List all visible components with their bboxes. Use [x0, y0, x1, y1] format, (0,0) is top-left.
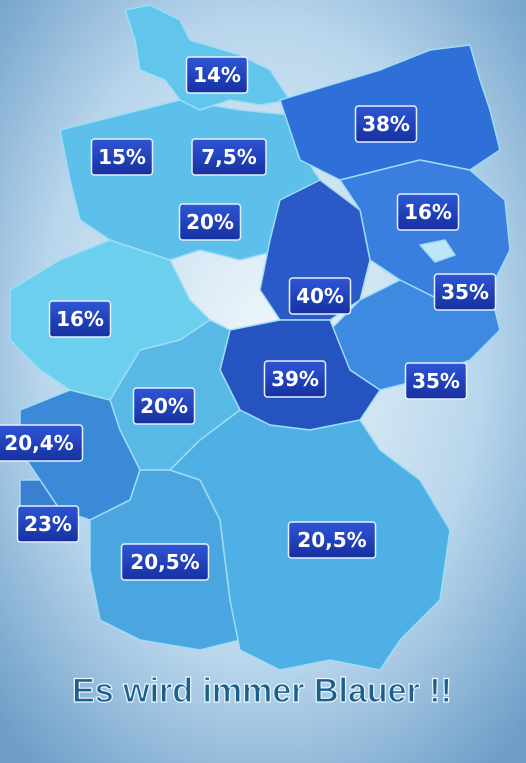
- label-box: [120, 543, 210, 581]
- label-text: 7,5%: [201, 145, 256, 169]
- label-box: [263, 360, 327, 398]
- label-box: [185, 56, 249, 94]
- label-text: 20,5%: [130, 550, 199, 574]
- region-label: 20,5%: [287, 521, 377, 559]
- label-layer: 14% 15% 7,5% 38% 20% 16% 35% 40% 16% 39% 35% 20% 20,…: [0, 56, 497, 581]
- label-text: 14%: [193, 63, 241, 87]
- label-box: [191, 138, 267, 176]
- region-label: 16%: [48, 300, 112, 338]
- label-box: [178, 203, 242, 241]
- label-box: [396, 193, 460, 231]
- region-label: 35%: [433, 273, 497, 311]
- label-text: 40%: [296, 284, 344, 308]
- label-box: [132, 387, 196, 425]
- region-label: 7,5%: [191, 138, 267, 176]
- region-label: 20%: [178, 203, 242, 241]
- label-text: 35%: [412, 369, 460, 393]
- label-text: 38%: [362, 112, 410, 136]
- label-box: [288, 277, 352, 315]
- region-label: 16%: [396, 193, 460, 231]
- label-box: [0, 424, 84, 462]
- region-label: 14%: [185, 56, 249, 94]
- label-box: [354, 105, 418, 143]
- region-label: 20%: [132, 387, 196, 425]
- label-text: 16%: [56, 307, 104, 331]
- label-box: [287, 521, 377, 559]
- label-text: 39%: [271, 367, 319, 391]
- label-text: 20%: [140, 394, 188, 418]
- region-label: 39%: [263, 360, 327, 398]
- label-text: 20,4%: [4, 431, 73, 455]
- state-shape: [419, 239, 456, 263]
- region-label: 20,5%: [120, 543, 210, 581]
- label-box: [404, 362, 468, 400]
- label-box: [16, 505, 80, 543]
- label-text: 15%: [98, 145, 146, 169]
- label-box: [48, 300, 112, 338]
- region-label: 38%: [354, 105, 418, 143]
- region-label: 20,4%: [0, 424, 84, 462]
- label-text: 35%: [441, 280, 489, 304]
- label-box: [90, 138, 154, 176]
- label-box: [433, 273, 497, 311]
- region-label: 40%: [288, 277, 352, 315]
- region-label: 23%: [16, 505, 80, 543]
- title: Es wird immer Blauer !!: [72, 672, 452, 710]
- label-text: 20,5%: [297, 528, 366, 552]
- label-text: 23%: [24, 512, 72, 536]
- region-label: 15%: [90, 138, 154, 176]
- label-text: 20%: [186, 210, 234, 234]
- region-label: 35%: [404, 362, 468, 400]
- label-text: 16%: [404, 200, 452, 224]
